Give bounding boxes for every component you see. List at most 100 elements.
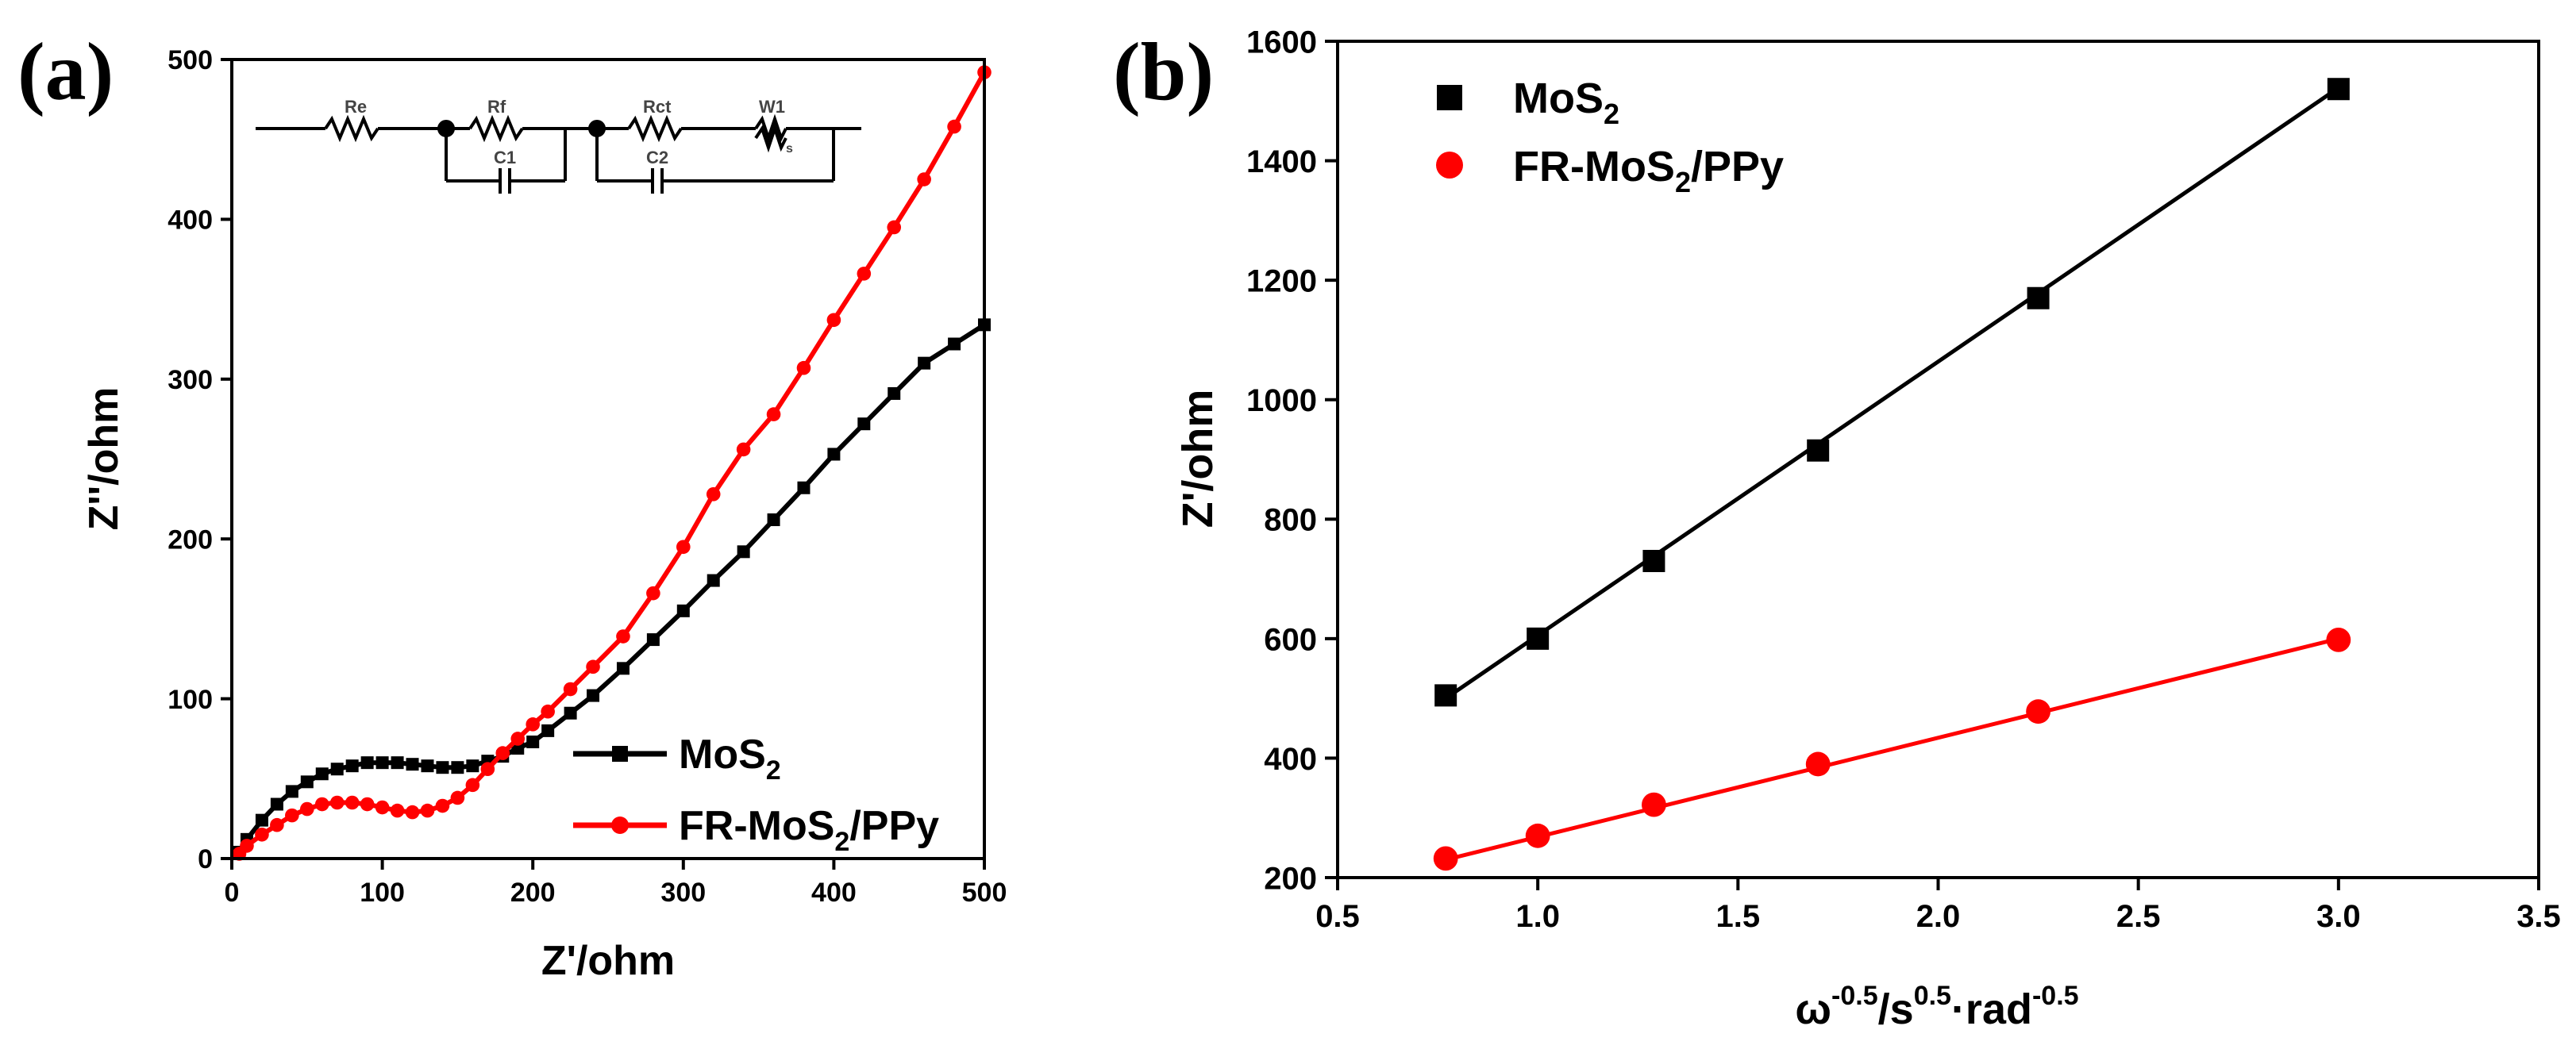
panel-b-mos2-point-0 [1434,684,1457,707]
panel-b: (b) 0.5 1.0 1.5 2.0 2.5 3.0 3.5 200 400 600 800 100… [1113,25,2561,1033]
panel-a-mos2-point-8 [345,759,359,773]
panel-a-x-tick-label-3: 300 [660,878,706,908]
panel-a-frmos2-point-20 [526,717,540,732]
panel-a-mos2-point-9 [360,756,374,770]
legend-a-frmos2-label: FR-MoS2/PPy [679,803,939,857]
panel-b-data [1433,78,2351,871]
panel-b-y-tick-label-0: 200 [1264,861,1317,896]
panel-a-mos2-point-14 [436,761,449,774]
panel-a-frmos2-point-19 [510,732,526,746]
panel-b-x-tick-label-2: 1.5 [1716,899,1761,934]
panel-a-frmos2-point-26 [676,540,691,555]
panel-a-x-tick-label-2: 200 [510,878,556,908]
panel-a-x-tick-label-4: 400 [811,878,857,908]
panel-a-y-tick-label-2: 200 [167,524,213,555]
panel-a-mos2-point-28 [737,545,750,559]
panel-b-x-tick-label-5: 3.0 [2316,899,2361,934]
panel-a-frmos2-point-23 [586,659,600,674]
panel-a-frmos2-point-29 [766,407,781,421]
panel-a-y-tick-label-3: 300 [167,365,213,395]
panel-a-frmos2-point-13 [420,803,435,818]
equivalent-circuit-diagram [256,113,861,194]
panel-a-frmos2-point-28 [736,442,751,457]
panel-a-frmos2-point-27 [706,487,721,501]
equivalent-circuit-labels: Re Rf C1 Rct C2 W1 s [345,97,793,167]
panel-b-mos2-line [1444,86,2340,701]
panel-a-frmos2-point-9 [360,797,375,812]
legend-b-frmos2-marker [1436,152,1463,179]
panel-a-y-tick-label-0: 0 [198,844,213,874]
panel-a-mos2-point-35 [948,337,961,351]
circuit-label-rf: Rf [487,97,506,117]
panel-a-mos2-point-29 [767,513,780,527]
panel-a-frmos2-point-4 [285,808,299,823]
panel-a-x-axis-title: Z'/ohm [541,938,675,984]
panel-a-mos2-point-20 [526,735,540,748]
panel-a-mos2-point-12 [406,758,419,771]
panel-b-x-tick-label-1: 1.0 [1515,899,1560,934]
panel-a-frmos2-point-32 [857,267,872,281]
panel-a-frmos2-point-6 [314,797,329,812]
panel-a-mos2-point-22 [564,706,577,720]
panel-a-frmos2-point-5 [300,801,314,817]
panel-a-frmos2-point-22 [563,682,578,697]
panel-b-mos2-point-4 [2027,286,2050,309]
panel-a-frmos2-point-10 [375,800,390,815]
legend-a-frmos2-marker [611,817,629,834]
panel-b-y-tick-label-3: 800 [1264,503,1317,538]
panel-a-frmos2-point-35 [947,119,961,134]
panel-a-mos2-point-26 [676,604,690,617]
panel-b-x-axis-title: ω-0.5/s0.5·rad-0.5 [1795,981,2078,1033]
panel-a-mos2-point-23 [587,689,600,702]
panel-b-frmos2-point-1 [1525,823,1550,848]
panel-a-data [232,65,992,861]
panel-a-frmos2-point-1 [240,839,254,853]
panel-a-frmos2-point-16 [465,778,480,793]
panel-a-frmos2-point-18 [495,746,510,760]
panel-b-plot-frame [1336,40,2540,879]
panel-b-x-tick-label-3: 2.0 [1916,899,1961,934]
panel-b-y-tick-label-4: 1000 [1246,383,1317,418]
panel-b-label: (b) [1113,26,1214,117]
legend-a-mos2-marker [612,746,628,762]
panel-a-y-tick-label-5: 500 [167,45,213,75]
panel-a-mos2-point-7 [330,763,344,776]
panel-a-mos2-point-31 [827,448,841,461]
circuit-label-s: s [786,142,793,156]
panel-a-mos2-point-10 [375,756,389,770]
panel-a-mos2-point-2 [255,813,268,827]
panel-b-y-tick-label-1: 400 [1264,742,1317,777]
panel-b-legend: MoS2 FR-MoS2/PPy [1436,75,1784,198]
legend-a-mos2-label: MoS2 [679,732,781,786]
panel-b-ticks: 0.5 1.0 1.5 2.0 2.5 3.0 3.5 200 400 600 800 1000 120… [1246,25,2561,934]
panel-a-mos2-point-27 [707,574,720,587]
panel-a-x-tick-label-0: 0 [225,878,240,908]
panel-a-y-axis-title: Z''/ohm [81,387,127,531]
panel-a-mos2-point-19 [511,742,525,755]
panel-a-mos2-point-21 [541,724,555,737]
panel-b-mos2-point-1 [1527,627,1550,650]
circuit-label-rct: Rct [643,97,672,117]
panel-a-y-tick-label-4: 400 [167,206,213,236]
panel-a-mos2-point-30 [797,481,811,494]
panel-a-frmos2-point-8 [345,795,360,810]
legend-b-frmos2-label: FR-MoS2/PPy [1513,143,1784,198]
panel-a-mos2-point-16 [466,759,479,773]
panel-a: (a) 0 100 200 300 400 500 0 100 200 300 400 500 [17,26,1007,984]
panel-b-frmos2-point-2 [1642,792,1666,817]
panel-a-mos2-point-3 [270,797,283,811]
legend-b-mos2-marker [1437,85,1462,110]
panel-b-frmos2-point-5 [2326,627,2351,652]
legend-b-mos2-label: MoS2 [1513,75,1619,130]
panel-a-frmos2-point-24 [616,629,630,644]
panel-a-mos2-point-15 [451,761,464,774]
panel-a-frmos2-point-12 [405,805,420,820]
panel-a-frmos2-point-7 [329,795,345,810]
circuit-label-c2: C2 [646,148,668,167]
panel-a-frmos2-point-11 [390,803,405,818]
panel-a-legend: MoS2 FR-MoS2/PPy [573,732,939,857]
panel-a-frmos2-point-21 [541,704,555,719]
panel-b-x-tick-label-0: 0.5 [1315,899,1360,934]
panel-b-y-tick-label-2: 600 [1264,622,1317,657]
